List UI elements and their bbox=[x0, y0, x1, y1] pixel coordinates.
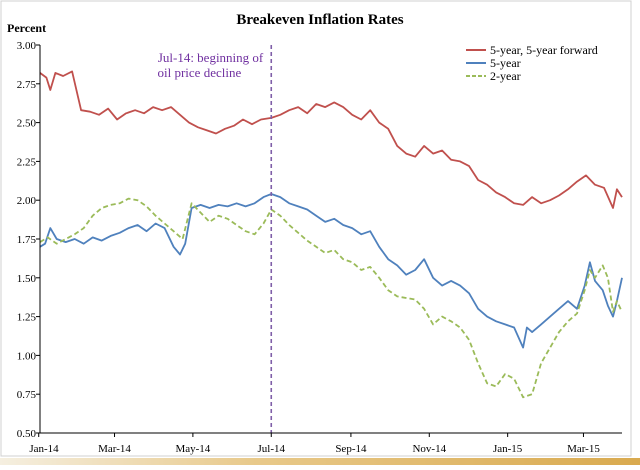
x-tick-label: Mar-14 bbox=[98, 443, 131, 455]
x-tick-label: May-14 bbox=[175, 443, 210, 455]
x-tick-label: Mar-15 bbox=[567, 443, 600, 455]
y-tick-label: 3.00 bbox=[17, 40, 37, 52]
series-line-5-year-5-year-forward bbox=[39, 70, 623, 209]
legend-label-5-year-5-year-forward: 5-year, 5-year forward bbox=[490, 43, 598, 57]
y-tick-label: 1.50 bbox=[17, 273, 37, 285]
y-axis-label: Percent bbox=[7, 21, 46, 35]
y-tick-label: 2.75 bbox=[17, 79, 37, 91]
x-tick-labels: Jan-14 Mar-14 May-14 Jul-14 Sep-14 Nov-14 Jan-… bbox=[29, 433, 600, 455]
series-line-2-year bbox=[39, 197, 623, 399]
x-tick-label: Sep-14 bbox=[335, 443, 367, 455]
y-tick-label: 2.00 bbox=[17, 195, 37, 207]
series-line-5-year bbox=[39, 193, 623, 349]
y-tick-label: 2.25 bbox=[17, 156, 37, 168]
y-tick-labels: 0.50 0.75 1.00 1.25 1.50 1.75 2.00 2.25 2.50 2.75… bbox=[17, 40, 40, 440]
series-lines bbox=[39, 70, 623, 399]
x-tick-label: Jan-15 bbox=[493, 443, 523, 455]
decorative-bottom-bar bbox=[0, 458, 640, 465]
y-tick-label: 0.50 bbox=[17, 428, 37, 440]
chart-border bbox=[0, 0, 632, 457]
y-tick-label: 1.75 bbox=[17, 234, 37, 246]
x-tick-label: Jul-14 bbox=[258, 443, 286, 455]
y-tick-label: 1.25 bbox=[17, 312, 37, 324]
y-tick-label: 2.50 bbox=[17, 118, 37, 130]
legend-label-5-year: 5-year bbox=[490, 56, 521, 70]
y-tick-label: 1.00 bbox=[17, 350, 37, 362]
y-tick-label: 0.75 bbox=[17, 389, 37, 401]
chart-title: Breakeven Inflation Rates bbox=[236, 12, 403, 28]
x-tick-label: Nov-14 bbox=[412, 443, 446, 455]
annotation-text-line1: Jul-14: beginning of bbox=[158, 50, 264, 65]
x-tick-label: Jan-14 bbox=[29, 443, 59, 455]
annotation-text-line2: oil price decline bbox=[158, 65, 242, 80]
legend-label-2-year: 2-year bbox=[490, 69, 521, 83]
